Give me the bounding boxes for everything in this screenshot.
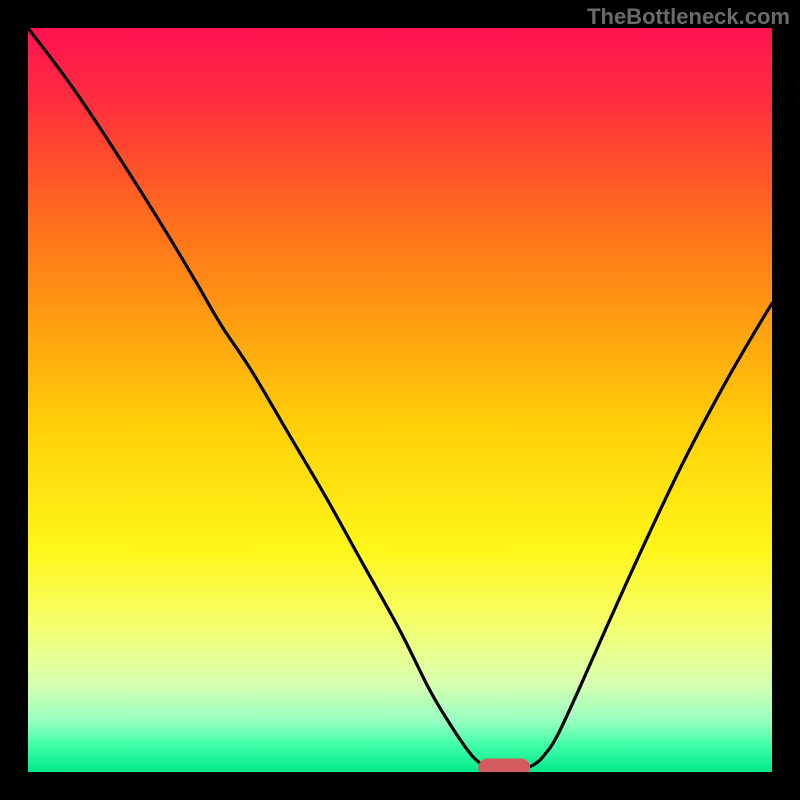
chart-container: TheBottleneck.com	[0, 0, 800, 800]
watermark-text: TheBottleneck.com	[587, 4, 790, 30]
bottleneck-chart	[0, 0, 800, 800]
gradient-background	[28, 28, 772, 772]
